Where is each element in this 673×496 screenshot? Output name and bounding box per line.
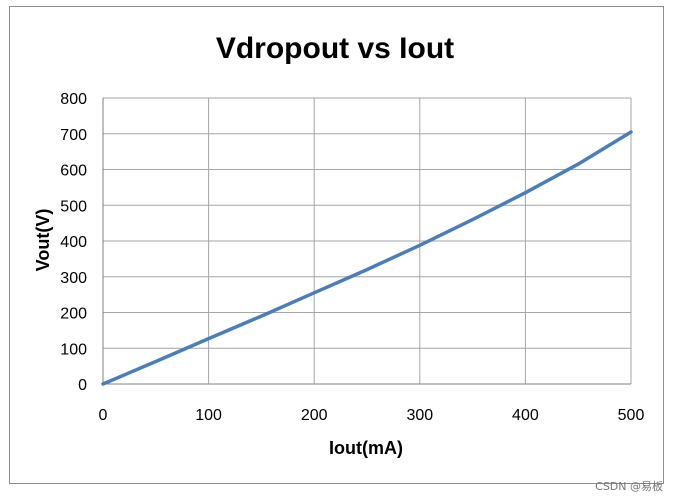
y-tick-label: 300 <box>60 270 87 287</box>
x-tick-label: 200 <box>301 407 328 424</box>
y-tick-label: 200 <box>60 306 87 323</box>
y-tick-label: 0 <box>78 377 87 394</box>
series-group <box>101 130 633 386</box>
y-tick-labels: 0 100 200 300 400 500 600 700 800 <box>60 91 87 394</box>
x-tick-labels: 0 100 200 300 400 500 <box>99 407 645 424</box>
y-tick-label: 400 <box>60 234 87 251</box>
x-tick-label: 0 <box>99 407 108 424</box>
x-tick-label: 400 <box>512 407 539 424</box>
watermark: CSDN @易板 <box>595 480 663 493</box>
y-axis-label: Vout(V) <box>33 209 53 272</box>
y-tick-label: 600 <box>60 163 87 180</box>
y-tick-label: 800 <box>60 91 87 108</box>
x-tick-label: 500 <box>618 407 645 424</box>
y-tick-label: 500 <box>60 198 87 215</box>
y-tick-label: 100 <box>60 341 87 358</box>
series-line <box>101 130 633 386</box>
gridlines <box>102 97 632 385</box>
x-tick-label: 100 <box>195 407 222 424</box>
x-axis-label: Iout(mA) <box>329 438 403 458</box>
chart-frame <box>9 6 664 484</box>
chart-title: Vdropout vs Iout <box>216 32 454 65</box>
y-tick-label: 700 <box>60 127 87 144</box>
x-tick-label: 300 <box>406 407 433 424</box>
